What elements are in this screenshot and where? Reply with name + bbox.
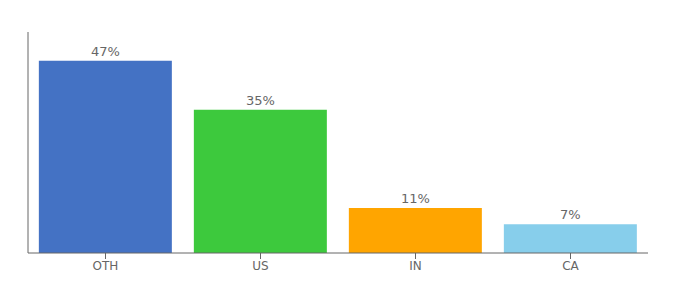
svg-text:CA: CA bbox=[562, 259, 579, 273]
svg-text:35%: 35% bbox=[246, 93, 275, 108]
svg-text:US: US bbox=[252, 259, 268, 273]
svg-text:47%: 47% bbox=[91, 44, 120, 59]
svg-text:IN: IN bbox=[409, 259, 422, 273]
svg-text:7%: 7% bbox=[560, 207, 581, 222]
svg-text:OTH: OTH bbox=[93, 259, 119, 273]
svg-text:11%: 11% bbox=[401, 191, 430, 206]
